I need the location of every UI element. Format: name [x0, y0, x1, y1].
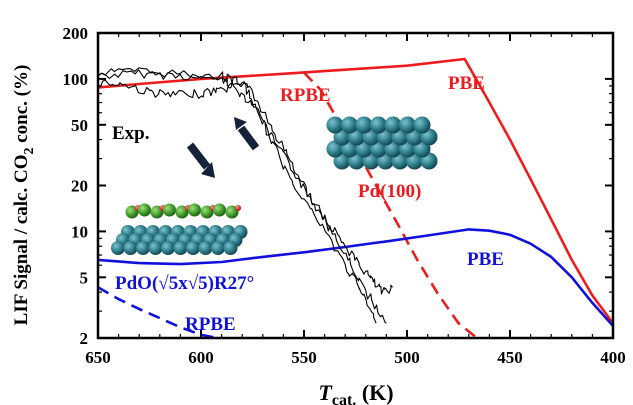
pdo-surface-atom — [163, 203, 176, 217]
pd-atom — [384, 116, 402, 134]
label-exp: Exp. — [112, 123, 150, 144]
label-rpbe-red: RPBE — [280, 85, 331, 106]
y-tick-label: 50 — [71, 116, 88, 135]
pdo-surface-atom — [138, 203, 151, 217]
x-tick-label: 600 — [188, 348, 214, 367]
pd-atom — [355, 116, 373, 134]
x-tick-label: 550 — [291, 348, 317, 367]
series-line-rpbe-3 — [98, 286, 218, 338]
series-line-rpbe-1 — [303, 71, 478, 338]
y-tick-label: 100 — [63, 70, 89, 89]
heating-arrow — [234, 117, 260, 151]
series-line-exp-6 — [98, 67, 377, 324]
pdo-pd-atom — [211, 241, 225, 255]
series-line-exp-5 — [98, 79, 387, 324]
y-tick-label: 2 — [80, 329, 89, 348]
axis-ticks: 650 600 550 500 450 400 2 5 10 20 50 100 200 — [63, 24, 626, 367]
pdo-pd-atom — [173, 241, 188, 255]
label-pd100: Pd(100) — [358, 181, 421, 202]
series-line-pbe-0 — [98, 57, 613, 324]
pd-atom — [399, 116, 416, 134]
pdo-pd-atom — [111, 241, 125, 255]
pdo-pd-atom — [161, 241, 175, 255]
y-axis-title: LIF Signal / calc. CO2 conc. (%) — [11, 65, 37, 326]
x-tick-label: 400 — [600, 348, 626, 367]
pdo-pd-atom — [123, 241, 138, 255]
pd100-slab-image — [326, 116, 438, 170]
pd-atom — [370, 116, 387, 134]
pdo-pd-atom — [148, 241, 163, 255]
pd-atom — [413, 116, 431, 134]
label-pbe-blue: PBE — [467, 249, 504, 270]
pdo-pd-atom — [136, 241, 150, 255]
label-pdo: PdO(√5x√5)R27° — [115, 273, 254, 294]
x-tick-label: 450 — [497, 348, 523, 367]
pdo-slab-image — [111, 203, 248, 255]
cooling-arrow — [186, 142, 215, 178]
pdo-pd-atom — [186, 241, 200, 255]
x-axis-title: Tcat. (K) — [318, 380, 393, 405]
pdo-pd-atom — [223, 241, 238, 255]
label-pbe-red: PBE — [448, 73, 485, 94]
pd-atom — [326, 116, 344, 134]
y-tick-label: 5 — [80, 268, 89, 287]
pd-atom — [341, 116, 358, 134]
pdo-surface-atom — [213, 203, 226, 217]
pdo-pd-atom — [198, 241, 213, 255]
oxygen-atom — [235, 205, 241, 211]
plot-frame — [96, 31, 615, 340]
y-tick-label: 20 — [71, 177, 88, 196]
series-line-pbe-2 — [98, 228, 613, 327]
label-rpbe-blue: RPBE — [185, 314, 236, 335]
x-tick-label: 500 — [394, 348, 420, 367]
series-line-exp-4 — [98, 69, 394, 295]
pdo-surface-atom — [188, 203, 201, 217]
x-tick-label: 650 — [85, 348, 111, 367]
y-tick-label: 10 — [71, 222, 88, 241]
y-tick-label: 200 — [63, 24, 89, 43]
data-lines — [98, 57, 613, 338]
